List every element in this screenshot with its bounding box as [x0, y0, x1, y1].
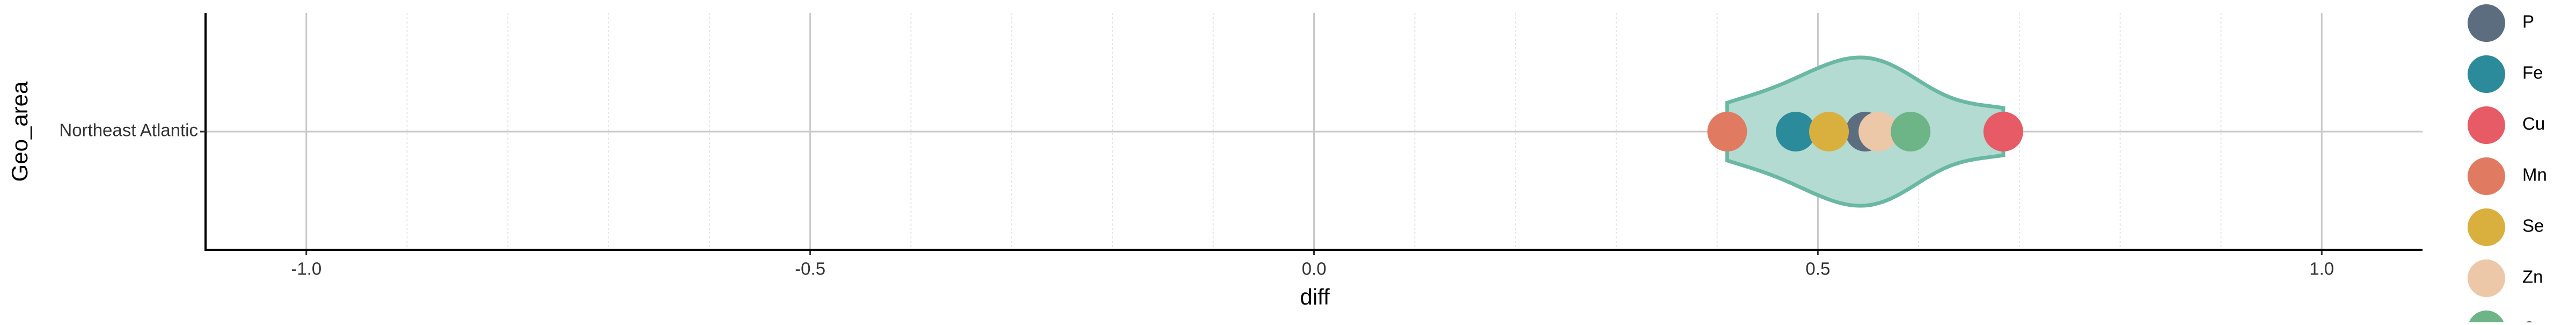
- y-tick-label: Northeast Atlantic: [59, 120, 198, 140]
- x-tick-label: 0.0: [1302, 259, 1327, 279]
- legend-swatch: [2468, 4, 2505, 42]
- point: [1983, 112, 2023, 151]
- x-tick-label: -0.5: [795, 259, 825, 279]
- legend-label: Cu: [2522, 114, 2545, 134]
- legend-swatch: [2468, 259, 2505, 297]
- point: [1891, 112, 1931, 151]
- legend-label: Fe: [2522, 63, 2543, 83]
- legend-swatch: [2468, 157, 2505, 195]
- legend-swatch: [2468, 208, 2505, 246]
- x-tick-label: 1.0: [2309, 259, 2334, 279]
- legend-swatch: [2468, 55, 2505, 93]
- x-axis-title: diff: [1300, 284, 1330, 309]
- point: [1809, 112, 1849, 151]
- point: [1707, 112, 1747, 151]
- legend-label: Zn: [2522, 267, 2543, 287]
- y-axis-title: Geo_area: [7, 81, 32, 182]
- point: [1858, 112, 1899, 151]
- point: [1776, 112, 1816, 151]
- x-tick-label: 0.5: [1805, 259, 1830, 279]
- legend-swatch: [2468, 310, 2505, 325]
- legend-label: Se: [2522, 216, 2544, 236]
- legend-label: P: [2522, 12, 2534, 32]
- legend-swatch: [2468, 106, 2505, 144]
- x-tick-label: -1.0: [291, 259, 321, 279]
- legend-label: Co: [2522, 318, 2545, 322]
- legend-label: Mn: [2522, 165, 2547, 185]
